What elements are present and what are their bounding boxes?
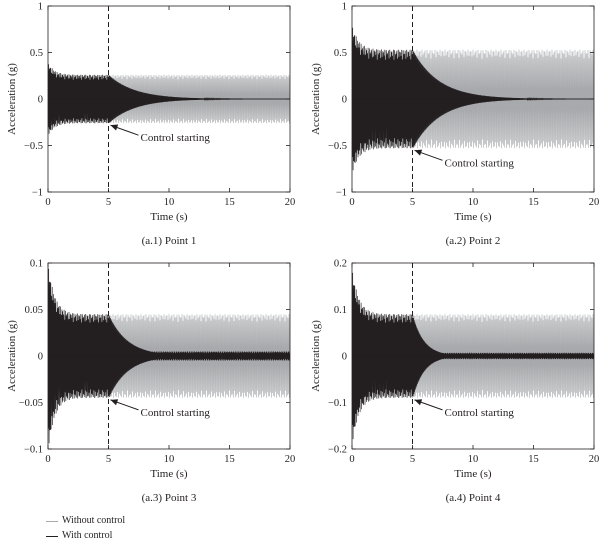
x-axis-label: Time (s) <box>454 211 492 223</box>
panel-1: 0 5 10 15 20 −1 −0.5 0 0.5 1 Time (s) Acceleration … <box>6 2 295 248</box>
y-tick-label: 0.1 <box>334 305 347 316</box>
plot-area <box>48 64 290 134</box>
y-tick-label: 0 <box>342 352 347 363</box>
y-axis-label: Acceleration (g) <box>6 320 18 392</box>
y-tick-label: −0.5 <box>328 141 347 152</box>
y-tick-label: 0 <box>38 352 43 363</box>
x-tick-label: 20 <box>589 454 600 465</box>
plot-area <box>48 268 290 444</box>
annotation-arrow-head <box>414 149 423 156</box>
annotation-text: Control starting <box>445 407 515 419</box>
x-tick-label: 5 <box>106 197 111 208</box>
plot-area <box>352 272 594 440</box>
x-tick-label: 10 <box>468 197 479 208</box>
x-tick-label: 5 <box>410 197 415 208</box>
panel-caption: (a.3) Point 3 <box>142 492 197 504</box>
y-tick-label: 0.5 <box>334 48 347 59</box>
legend-item-with-control: With control <box>46 529 112 543</box>
legend-label-with-control: With control <box>62 530 113 541</box>
y-tick-label: −1 <box>336 188 347 199</box>
annotation-text: Control starting <box>141 407 211 419</box>
legend-item-without-control: Without control <box>46 514 125 528</box>
y-tick-label: −0.1 <box>328 398 347 409</box>
y-tick-label: 0.2 <box>334 259 347 270</box>
panel-caption: (a.1) Point 1 <box>142 235 197 247</box>
legend-swatch-without-control <box>46 520 58 522</box>
panel-4: 0 5 10 15 20 −0.2 −0.1 0 0.1 0.2 Time (s) Accelerat… <box>310 259 599 505</box>
y-tick-label: −0.5 <box>24 141 43 152</box>
x-tick-label: 15 <box>224 197 235 208</box>
x-axis-label: Time (s) <box>150 468 188 480</box>
x-tick-label: 0 <box>45 197 50 208</box>
x-tick-label: 0 <box>45 454 50 465</box>
x-tick-label: 10 <box>164 454 175 465</box>
x-tick-label: 20 <box>589 197 600 208</box>
y-tick-label: 0 <box>342 95 347 106</box>
y-tick-label: −0.05 <box>19 398 43 409</box>
y-tick-label: 0.1 <box>30 259 43 270</box>
x-tick-label: 5 <box>106 454 111 465</box>
annotation-arrow-head <box>110 124 119 131</box>
legend: Without control With control <box>46 514 246 544</box>
y-axis-label: Acceleration (g) <box>6 63 18 135</box>
y-axis-label: Acceleration (g) <box>310 320 322 392</box>
y-tick-label: 1 <box>38 2 43 13</box>
annotation-text: Control starting <box>141 132 211 144</box>
x-tick-label: 20 <box>285 454 296 465</box>
y-tick-label: 0 <box>38 95 43 106</box>
x-tick-label: 20 <box>285 197 296 208</box>
y-axis-label: Acceleration (g) <box>310 63 322 135</box>
y-tick-label: −0.1 <box>24 445 43 456</box>
y-tick-label: 1 <box>342 2 347 13</box>
plot-area <box>352 27 594 171</box>
panel-caption: (a.2) Point 2 <box>446 235 501 247</box>
legend-swatch-with-control <box>46 535 58 537</box>
x-tick-label: 15 <box>528 454 539 465</box>
y-tick-label: −1 <box>32 188 43 199</box>
y-tick-label: 0.5 <box>30 48 43 59</box>
x-tick-label: 15 <box>224 454 235 465</box>
x-tick-label: 15 <box>528 197 539 208</box>
x-tick-label: 0 <box>349 197 354 208</box>
panel-2: 0 5 10 15 20 −1 −0.5 0 0.5 1 Time (s) Acceleration … <box>310 2 599 248</box>
x-tick-label: 0 <box>349 454 354 465</box>
legend-label-without-control: Without control <box>62 515 126 526</box>
panel-caption: (a.4) Point 4 <box>446 492 501 504</box>
annotation-arrow-head <box>110 399 119 406</box>
x-tick-label: 5 <box>410 454 415 465</box>
x-axis-label: Time (s) <box>454 468 492 480</box>
panel-3: 0 5 10 15 20 −0.1 −0.05 0 0.05 0.1 Time (s) Acceler… <box>6 259 295 505</box>
y-tick-label: −0.2 <box>328 445 347 456</box>
x-axis-label: Time (s) <box>150 211 188 223</box>
x-tick-label: 10 <box>468 454 479 465</box>
x-tick-label: 10 <box>164 197 175 208</box>
annotation-arrow-head <box>414 399 423 406</box>
y-tick-label: 0.05 <box>25 305 43 316</box>
annotation-text: Control starting <box>445 157 515 169</box>
